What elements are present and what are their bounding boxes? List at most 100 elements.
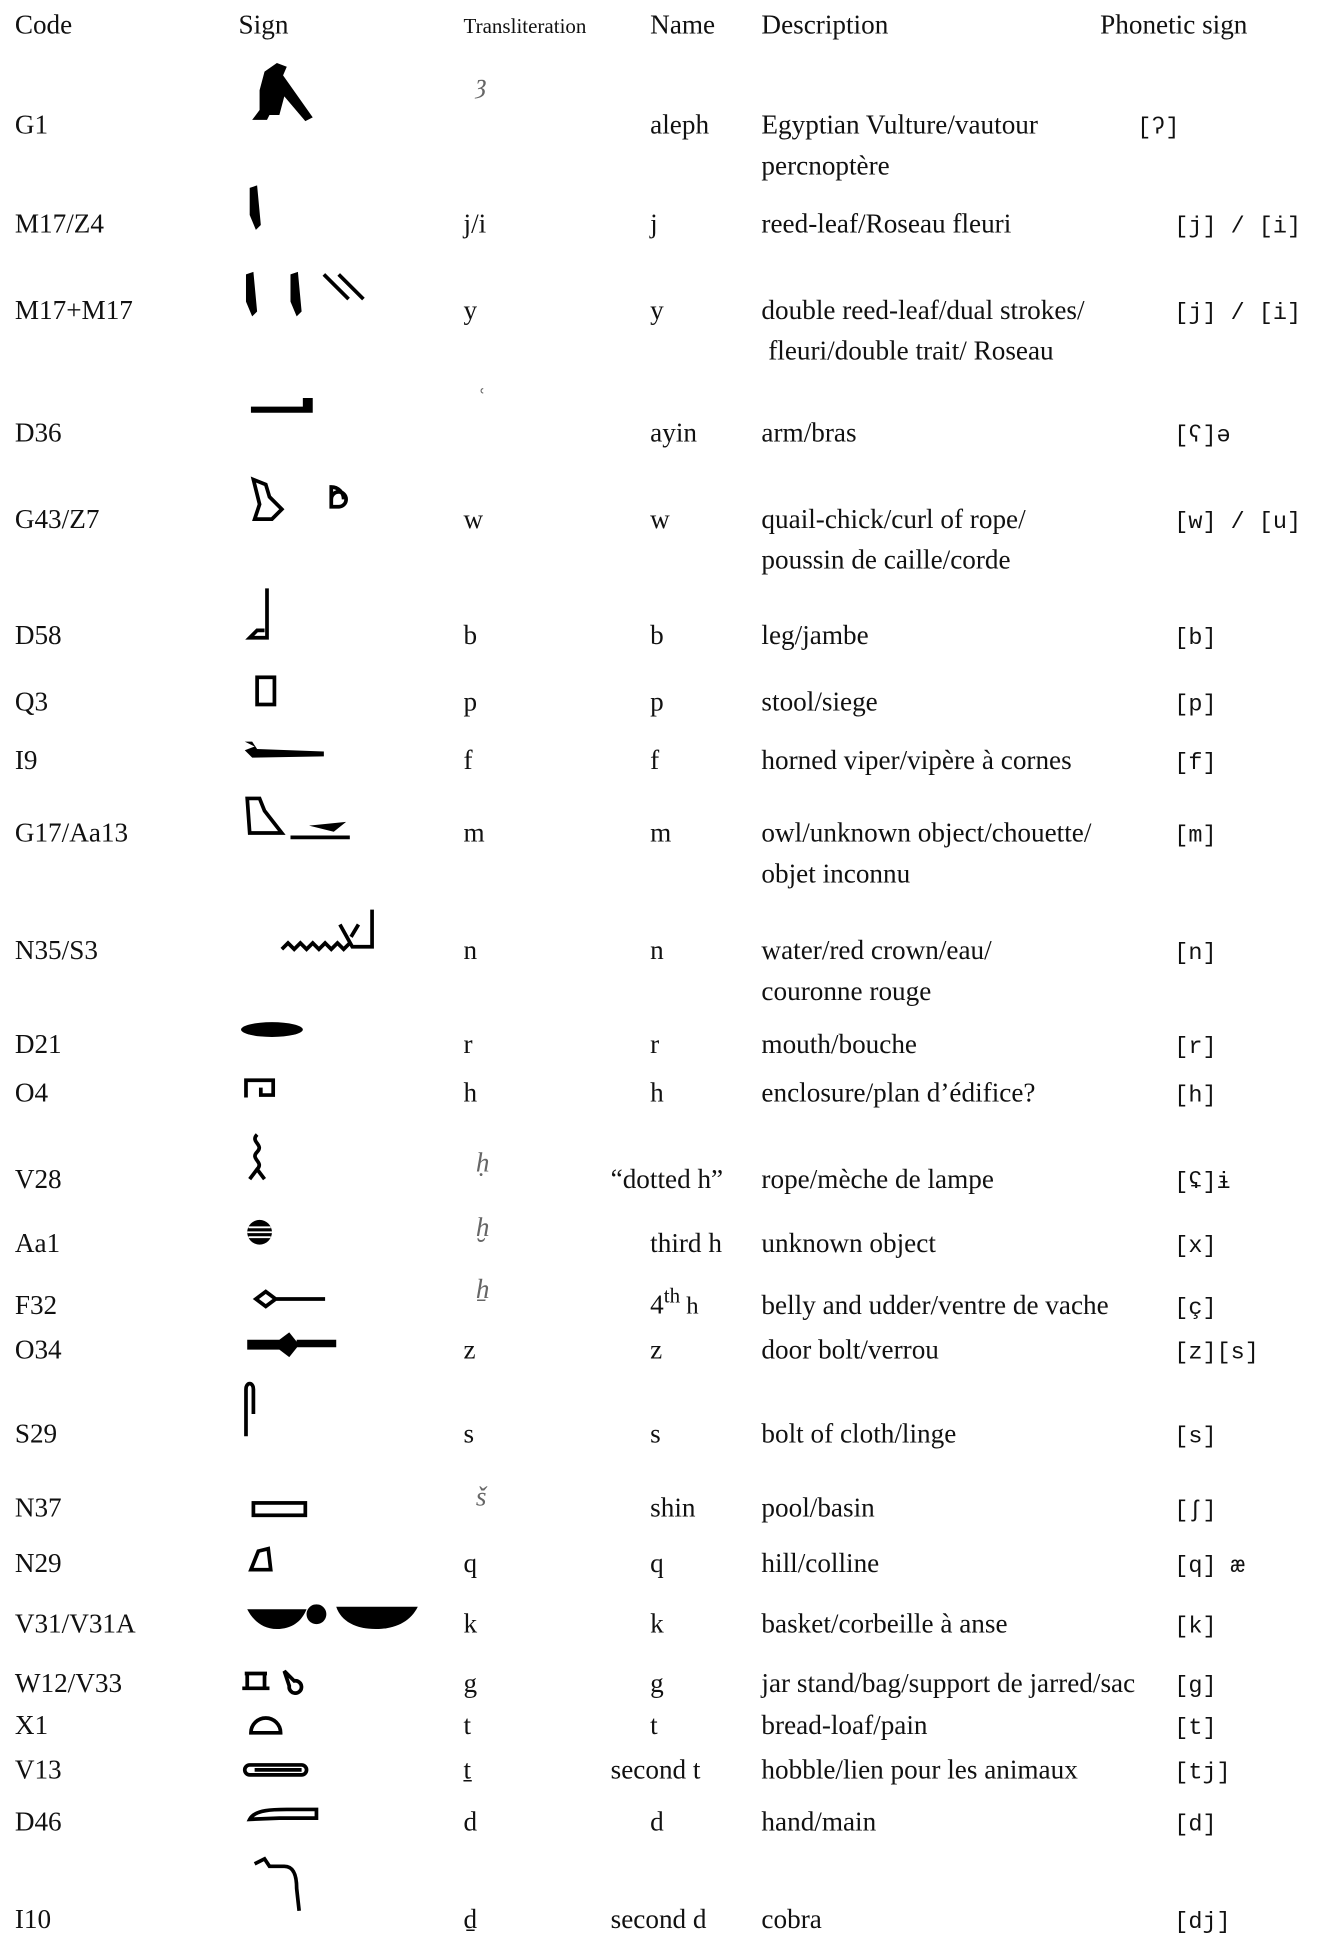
description-line: enclosure/plan d’édifice?	[761, 1077, 1035, 1107]
transliteration-cell: f	[464, 745, 474, 775]
code-cell: M17+M17	[15, 295, 133, 325]
code-cell: O34	[15, 1334, 62, 1364]
name-cell: shin	[650, 1493, 696, 1523]
phonetic-cell: [ʢ]ɨ	[1174, 1169, 1230, 1196]
phonetic-cell: [s]	[1174, 1423, 1216, 1450]
description-line: Egyptian Vulture/vautour	[761, 110, 1038, 140]
code-cell: V28	[15, 1164, 62, 1194]
header-sign: Sign	[239, 9, 289, 39]
code-cell: W12/V33	[15, 1668, 122, 1698]
code-cell: V31/V31A	[15, 1609, 136, 1639]
code-cell: Aa1	[15, 1228, 60, 1258]
name-cell: z	[650, 1334, 662, 1364]
description-line: double reed-leaf/dual strokes/	[761, 295, 1085, 325]
description-line: reed-leaf/Roseau fleuri	[761, 208, 1011, 238]
name-part: 4	[650, 1290, 664, 1320]
transliteration-cell: q	[464, 1548, 478, 1578]
description-line: hobble/lien pour les animaux	[761, 1755, 1078, 1785]
description-line: hill/colline	[761, 1548, 879, 1578]
name-part: h	[680, 1292, 699, 1319]
transliteration-cell: z	[464, 1334, 476, 1364]
description-line: stool/siege	[761, 687, 877, 717]
description-line: pool/basin	[761, 1493, 875, 1523]
transliteration-cell: d	[464, 1807, 478, 1837]
name-cell: t	[650, 1710, 658, 1740]
name-cell: w	[650, 504, 670, 534]
header-description: Description	[761, 9, 888, 39]
transliteration-cell: ẖ	[476, 1274, 490, 1304]
description-line: couronne rouge	[761, 976, 931, 1006]
name-cell: g	[650, 1668, 664, 1698]
code-cell: N35/S3	[15, 935, 98, 965]
transliteration-cell: b	[464, 620, 478, 650]
code-cell: G43/Z7	[15, 504, 100, 534]
name-cell: r	[650, 1029, 659, 1059]
description-line: water/red crown/eau/	[761, 935, 992, 965]
transliteration-cell: ḏ	[464, 1904, 478, 1934]
description-line: door bolt/verrou	[761, 1334, 939, 1364]
phonetic-cell: [r]	[1174, 1034, 1216, 1061]
description-line: leg/jambe	[761, 620, 868, 650]
name-cell: q	[650, 1548, 664, 1578]
phonetic-cell: [m]	[1174, 823, 1216, 850]
code-cell: S29	[15, 1418, 57, 1448]
transliteration-cell: m	[464, 818, 485, 848]
code-cell: D36	[15, 417, 62, 447]
transliteration-cell: w	[464, 504, 484, 534]
name-cell: k	[650, 1609, 664, 1639]
description-line: horned viper/vipère à cornes	[761, 745, 1071, 775]
description-line: hand/main	[761, 1807, 876, 1837]
name-cell: n	[650, 935, 664, 965]
transliteration-cell: s	[464, 1418, 475, 1448]
description-line: unknown object	[761, 1228, 936, 1258]
transliteration-cell: j/i	[463, 208, 487, 238]
code-cell: N29	[15, 1548, 62, 1578]
page: Code Sign Transliteration Name Descripti…	[0, 0, 1335, 1959]
phonetic-cell: [tj]	[1174, 1760, 1230, 1787]
phonetic-cell: [ʔ]	[1137, 115, 1179, 142]
name-cell: second t	[611, 1755, 701, 1785]
code-cell: N37	[15, 1493, 62, 1523]
description-line: rope/mèche de lampe	[761, 1164, 994, 1194]
header-transliteration: Transliteration	[464, 14, 587, 38]
description-line: bread-loaf/pain	[761, 1710, 927, 1740]
phonetic-cell: [k]	[1174, 1614, 1216, 1641]
description-line: percnoptère	[761, 150, 889, 180]
phonetic-cell: [h]	[1174, 1082, 1216, 1109]
code-cell: G17/Aa13	[15, 818, 128, 848]
transliteration-cell: h	[464, 1077, 478, 1107]
code-cell: M17/Z4	[15, 208, 105, 238]
description-line: mouth/bouche	[761, 1029, 917, 1059]
name-cell: m	[650, 818, 671, 848]
description-line: owl/unknown object/chouette/	[761, 818, 1091, 848]
description-line: cobra	[761, 1904, 821, 1934]
name-superscript: th	[664, 1284, 681, 1308]
transliteration-cell: ḥ	[476, 1148, 490, 1178]
code-cell: X1	[15, 1710, 48, 1740]
header-name: Name	[650, 9, 715, 39]
code-cell: D21	[15, 1029, 62, 1059]
phonetic-cell: [t]	[1174, 1715, 1216, 1742]
sign-glyph	[241, 1022, 303, 1037]
code-cell: Q3	[15, 687, 48, 717]
code-cell: I9	[15, 745, 38, 775]
phonetic-cell: [x]	[1174, 1233, 1216, 1260]
description-line: arm/bras	[761, 417, 856, 447]
phonetic-cell: [ʕ]ə	[1174, 422, 1230, 449]
header-code: Code	[15, 9, 72, 39]
transliteration-cell: g	[464, 1668, 478, 1698]
name-cell: third h	[650, 1228, 722, 1258]
description-line: objet inconnu	[761, 859, 910, 889]
phonetic-cell: [d]	[1174, 1811, 1216, 1838]
name-cell: j	[649, 208, 658, 238]
code-cell: G1	[15, 110, 48, 140]
phonetic-cell: [q] æ	[1174, 1553, 1244, 1580]
phonetic-cell: [j] / [i]	[1174, 300, 1301, 327]
description-line: basket/corbeille à anse	[761, 1609, 1007, 1639]
transliteration-cell: ṯ	[463, 1755, 473, 1785]
phonetic-cell: [dj]	[1174, 1909, 1230, 1936]
phonetic-cell: [j] / [i]	[1174, 213, 1301, 240]
code-cell: D46	[15, 1807, 62, 1837]
name-cell: b	[650, 620, 664, 650]
transliteration-cell: ʿ	[476, 384, 485, 414]
